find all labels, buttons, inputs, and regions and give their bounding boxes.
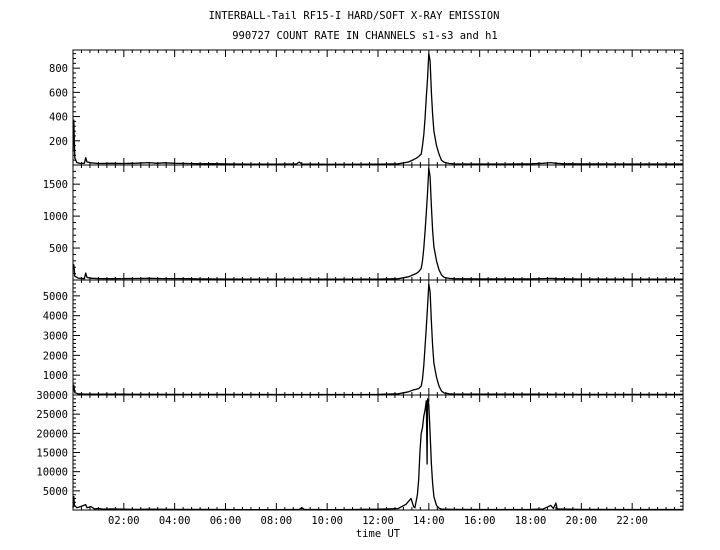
x-tick-label: 22:00 [616,515,648,527]
y-tick-label: 2000 [43,350,68,362]
panel-3: 1000 2000 3000 4000 5000 [43,279,684,396]
panel-2: 500 1000 1500 [43,164,684,281]
y-tick-label: 25000 [36,409,68,421]
x-tick-label: 18:00 [515,515,547,527]
series-line-panel-2 [72,167,683,280]
series-line-panel-4 [72,398,683,511]
panel-frame [72,394,684,511]
panel-4: 5000 10000 15000 20000 25000 30000 [36,390,684,511]
x-tick-label: 20:00 [566,515,598,527]
panel-frame [72,279,684,396]
y-tick-label: 1000 [43,211,68,223]
series-line-panel-1 [72,52,683,165]
y-tick-label: 4000 [43,311,68,323]
x-tick-label: 16:00 [464,515,496,527]
chart-subtitle: 990727 COUNT RATE IN CHANNELS s1-s3 and … [232,30,498,42]
y-tick-label: 5000 [43,291,68,303]
y-tick-label: 500 [49,243,68,255]
y-tick-label: 30000 [36,390,68,402]
x-axis-label: time UT [356,528,401,540]
y-tick-label: 800 [49,63,68,75]
x-tick-label: 12:00 [362,515,394,527]
y-tick-label: 600 [49,87,68,99]
x-tick-label: 06:00 [210,515,242,527]
panel-frame [72,164,684,281]
x-tick-label: 02:00 [108,515,140,527]
series-line-panel-3 [72,283,683,396]
y-tick-label: 1500 [43,179,68,191]
panels-group: 200 400 600 800 500 1000 1500 1000 2000 3000 4000 5… [36,49,684,527]
x-tick-label: 08:00 [261,515,293,527]
x-tick-label: 14:00 [413,515,445,527]
panel-1: 200 400 600 800 [49,49,684,166]
chart-title: INTERBALL-Tail RF15-I HARD/SOFT X-RAY EM… [209,10,500,22]
y-tick-label: 400 [49,112,68,124]
x-tick-label: 04:00 [159,515,191,527]
y-tick-label: 20000 [36,428,68,440]
x-tick-label: 10:00 [311,515,343,527]
y-tick-label: 3000 [43,331,68,343]
y-tick-label: 15000 [36,448,68,460]
y-tick-label: 1000 [43,370,68,382]
y-tick-label: 200 [49,136,68,148]
panel-frame [72,49,684,166]
y-tick-label: 10000 [36,467,68,479]
y-tick-label: 5000 [43,486,68,498]
